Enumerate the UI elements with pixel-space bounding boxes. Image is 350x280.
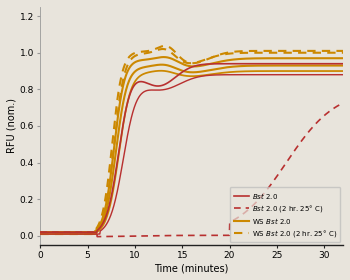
- Y-axis label: RFU (nom.): RFU (nom.): [7, 99, 17, 153]
- Legend: $\it{Bst}$ 2.0, $\it{Bst}$ 2.0 (2 hr. 25° C), WS $\it{Bst}$ 2.0, WS $\it{Bst}$ 2: $\it{Bst}$ 2.0, $\it{Bst}$ 2.0 (2 hr. 25…: [230, 187, 340, 242]
- X-axis label: Time (minutes): Time (minutes): [154, 263, 229, 273]
